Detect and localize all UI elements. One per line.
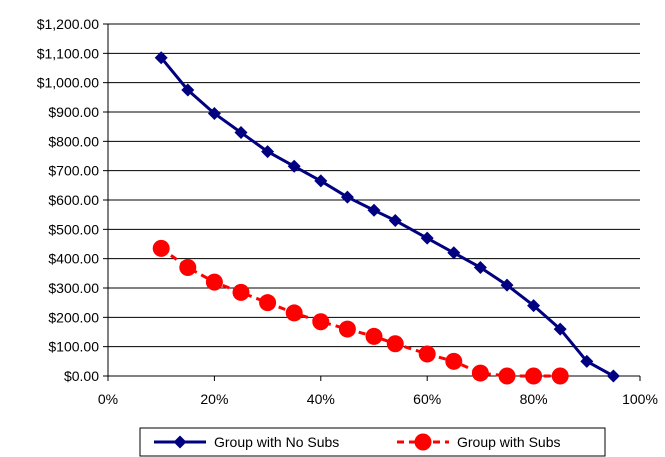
data-point xyxy=(232,283,250,301)
series-group-with-no-subs xyxy=(154,51,620,383)
x-tick-label: 40% xyxy=(307,391,335,407)
y-tick-label: $200.00 xyxy=(48,309,99,325)
x-tick-label: 80% xyxy=(520,391,548,407)
axes xyxy=(103,23,641,381)
y-tick-label: $900.00 xyxy=(48,104,99,120)
series-line-group-with-subs xyxy=(160,247,561,378)
x-tick-label: 60% xyxy=(413,391,441,407)
x-tick-label: 100% xyxy=(622,391,658,407)
legend-label-group-with-no-subs: Group with No Subs xyxy=(214,434,339,450)
y-tick-label: $400.00 xyxy=(48,251,99,267)
legend-box xyxy=(139,427,606,457)
data-point xyxy=(207,106,221,120)
legend-marker-group-with-no-subs xyxy=(173,435,187,449)
y-tick-label: $700.00 xyxy=(48,163,99,179)
legend-label-group-with-subs: Group with Subs xyxy=(457,434,561,450)
x-tick-label: 20% xyxy=(200,391,228,407)
data-point xyxy=(553,322,567,336)
data-point xyxy=(259,294,277,312)
series-line-group-with-no-subs xyxy=(160,56,615,378)
gridlines xyxy=(108,23,640,348)
data-point xyxy=(234,126,248,140)
data-point xyxy=(498,367,516,385)
data-point xyxy=(338,320,356,338)
data-point xyxy=(261,145,275,159)
data-point xyxy=(154,51,168,65)
data-point xyxy=(365,327,383,345)
data-point xyxy=(152,239,170,257)
data-point xyxy=(527,299,541,313)
series-group-with-subs xyxy=(152,239,569,385)
data-point xyxy=(525,367,543,385)
y-tick-labels: $0.00 $100.00 $200.00 $300.00 $400.00 $500.00… xyxy=(37,16,100,384)
x-tick-label: 0% xyxy=(98,391,118,407)
data-point xyxy=(340,190,354,204)
data-point xyxy=(181,83,195,97)
data-point xyxy=(388,214,402,228)
y-tick-label: $1,000.00 xyxy=(37,75,99,91)
y-tick-label: $1,100.00 xyxy=(37,45,99,61)
data-point xyxy=(314,174,328,188)
data-point xyxy=(447,246,461,260)
y-tick-label: $600.00 xyxy=(48,192,99,208)
y-tick-label: $300.00 xyxy=(48,280,99,296)
series-layer xyxy=(152,51,620,385)
data-point xyxy=(580,354,594,368)
y-tick-label: $100.00 xyxy=(48,339,99,355)
data-point xyxy=(420,231,434,245)
data-point xyxy=(445,352,463,370)
legend: Group with No Subs Group with Subs xyxy=(139,427,606,457)
y-tick-label: $0.00 xyxy=(64,368,99,384)
x-tick-labels: 0% 20% 40% 60% 80% 100% xyxy=(98,391,658,407)
data-point xyxy=(285,304,303,322)
data-point xyxy=(386,335,404,353)
data-point xyxy=(473,260,487,274)
data-point xyxy=(205,273,223,291)
data-point xyxy=(551,367,569,385)
legend-marker-group-with-subs xyxy=(414,433,432,451)
data-point xyxy=(179,258,197,276)
data-point xyxy=(312,313,330,331)
data-point xyxy=(500,278,514,292)
y-tick-label: $500.00 xyxy=(48,221,99,237)
y-tick-label: $1,200.00 xyxy=(37,16,99,32)
data-point xyxy=(471,364,489,382)
y-tick-label: $800.00 xyxy=(48,133,99,149)
data-point xyxy=(287,159,301,173)
data-point xyxy=(606,369,620,383)
data-point xyxy=(418,345,436,363)
data-point xyxy=(367,203,381,217)
